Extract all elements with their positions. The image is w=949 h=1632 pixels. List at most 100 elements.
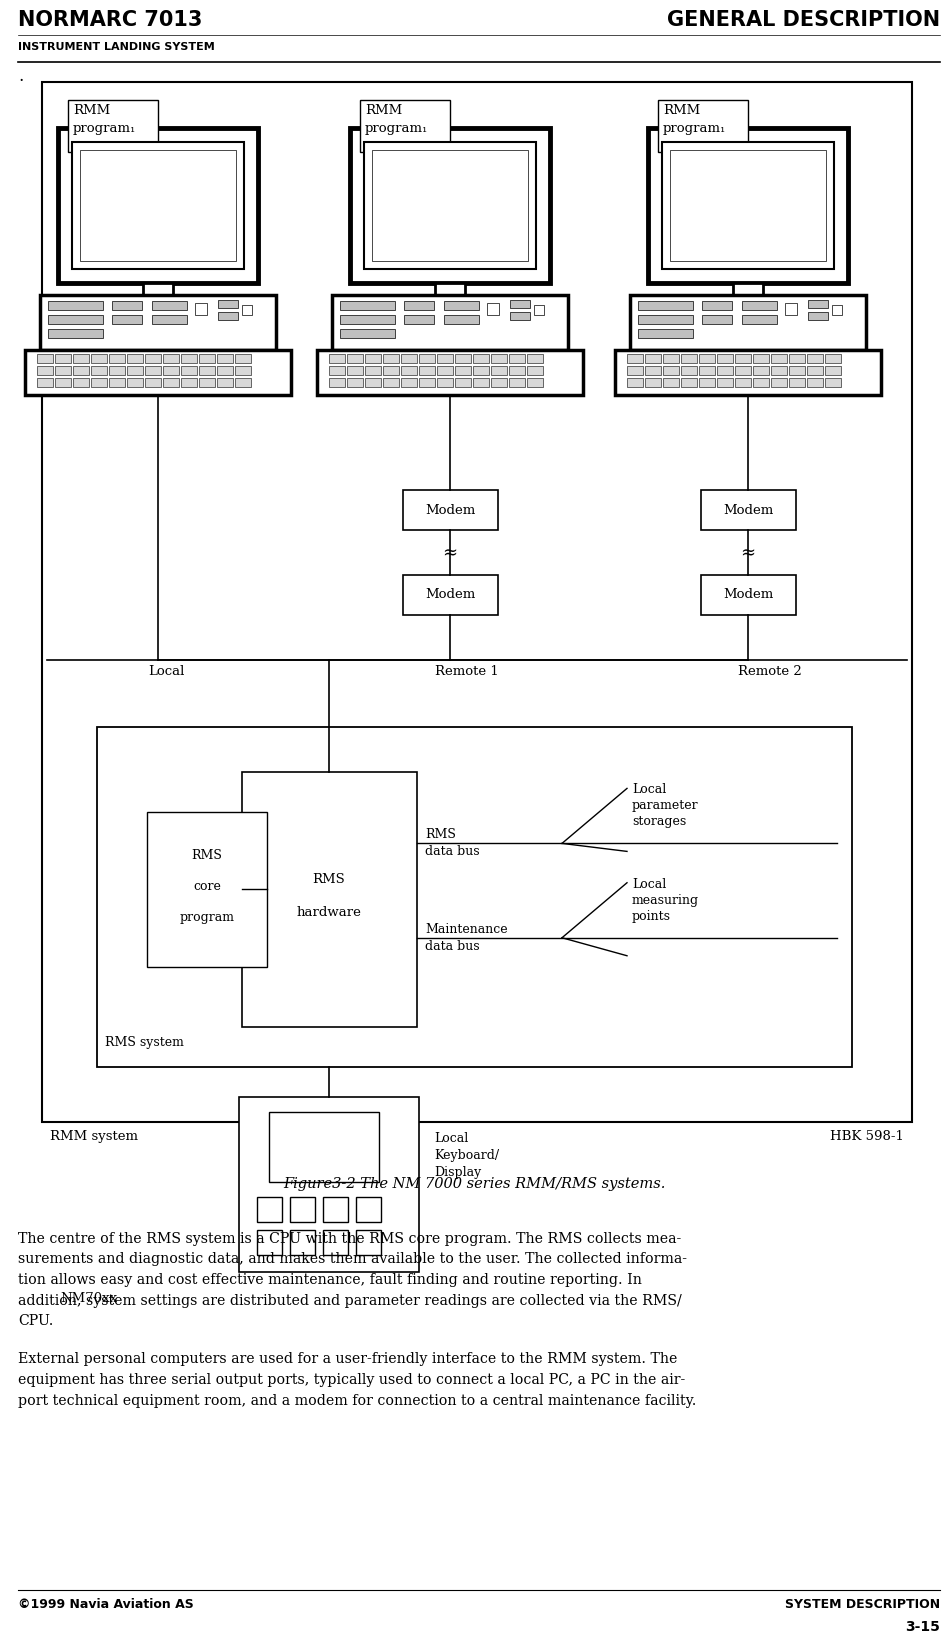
Bar: [269, 1111, 379, 1182]
Text: Remote 2: Remote 2: [738, 664, 802, 677]
Bar: [742, 300, 777, 310]
Bar: [681, 379, 697, 387]
Bar: [419, 354, 435, 362]
Bar: [145, 366, 161, 375]
Text: RMM: RMM: [73, 104, 110, 118]
Bar: [662, 142, 834, 269]
Bar: [753, 366, 769, 375]
Text: program: program: [179, 911, 234, 924]
Bar: [383, 379, 399, 387]
Bar: [360, 100, 450, 152]
Bar: [404, 315, 434, 325]
Bar: [753, 354, 769, 362]
Bar: [735, 354, 751, 362]
Text: Figure3-2 The NM 7000 series RMM/RMS systems.: Figure3-2 The NM 7000 series RMM/RMS sys…: [283, 1177, 665, 1191]
Text: The centre of the RMS system is a CPU with the RMS core program. The RMS collect: The centre of the RMS system is a CPU wi…: [18, 1232, 681, 1245]
Bar: [615, 349, 881, 395]
Bar: [663, 366, 679, 375]
Bar: [681, 366, 697, 375]
Text: NORMARC 7013: NORMARC 7013: [18, 10, 202, 29]
Text: Modem: Modem: [723, 589, 773, 602]
Bar: [455, 354, 471, 362]
Bar: [48, 330, 103, 338]
Bar: [645, 379, 661, 387]
Text: Local: Local: [632, 783, 666, 796]
Bar: [663, 354, 679, 362]
Bar: [645, 354, 661, 362]
Bar: [527, 379, 543, 387]
Bar: [199, 366, 215, 375]
Text: measuring: measuring: [632, 894, 699, 907]
Bar: [127, 366, 143, 375]
Text: Modem: Modem: [723, 504, 773, 516]
Bar: [91, 354, 107, 362]
Bar: [37, 366, 53, 375]
Text: HBK 598-1: HBK 598-1: [830, 1129, 904, 1142]
Bar: [347, 354, 363, 362]
Text: RMS: RMS: [192, 849, 222, 862]
Bar: [55, 354, 71, 362]
Bar: [242, 305, 252, 315]
Bar: [199, 379, 215, 387]
Bar: [717, 354, 733, 362]
Bar: [112, 315, 142, 325]
Bar: [40, 295, 276, 349]
Text: RMM: RMM: [365, 104, 402, 118]
Bar: [487, 304, 499, 315]
Bar: [112, 300, 142, 310]
Text: Keyboard/: Keyboard/: [434, 1149, 499, 1162]
Bar: [663, 379, 679, 387]
Text: GENERAL DESCRIPTION: GENERAL DESCRIPTION: [667, 10, 940, 29]
Bar: [403, 490, 498, 530]
Bar: [473, 354, 489, 362]
Bar: [491, 379, 507, 387]
Bar: [807, 354, 823, 362]
Bar: [217, 354, 233, 362]
Bar: [735, 366, 751, 375]
Bar: [48, 315, 103, 325]
Bar: [242, 772, 417, 1027]
Bar: [808, 300, 828, 308]
Bar: [701, 490, 796, 530]
Bar: [239, 1097, 419, 1271]
Bar: [455, 379, 471, 387]
Bar: [329, 379, 345, 387]
Bar: [627, 354, 643, 362]
Bar: [317, 349, 583, 395]
Text: equipment has three serial output ports, typically used to connect a local PC, a: equipment has three serial output ports,…: [18, 1373, 685, 1387]
Bar: [419, 366, 435, 375]
Bar: [145, 379, 161, 387]
Bar: [473, 366, 489, 375]
Bar: [347, 379, 363, 387]
Bar: [163, 354, 179, 362]
Text: data bus: data bus: [425, 845, 479, 858]
Bar: [235, 366, 251, 375]
Bar: [91, 379, 107, 387]
Bar: [323, 1196, 348, 1222]
Bar: [143, 282, 173, 295]
Bar: [437, 366, 453, 375]
Bar: [127, 379, 143, 387]
Bar: [365, 366, 381, 375]
Bar: [699, 366, 715, 375]
Bar: [68, 100, 158, 152]
Bar: [37, 379, 53, 387]
Bar: [491, 366, 507, 375]
Bar: [648, 127, 848, 282]
Bar: [257, 1196, 282, 1222]
Bar: [701, 574, 796, 615]
Bar: [347, 366, 363, 375]
Text: Modem: Modem: [425, 504, 475, 516]
Bar: [638, 300, 693, 310]
Text: Maintenance: Maintenance: [425, 922, 508, 935]
Bar: [323, 1231, 348, 1255]
Text: Display: Display: [434, 1165, 481, 1178]
Text: SYSTEM DESCRIPTION: SYSTEM DESCRIPTION: [785, 1598, 940, 1611]
Bar: [365, 379, 381, 387]
Bar: [55, 366, 71, 375]
Text: addition, system settings are distributed and parameter readings are collected v: addition, system settings are distribute…: [18, 1294, 681, 1307]
Bar: [825, 379, 841, 387]
Bar: [403, 574, 498, 615]
Bar: [699, 354, 715, 362]
Bar: [73, 379, 89, 387]
